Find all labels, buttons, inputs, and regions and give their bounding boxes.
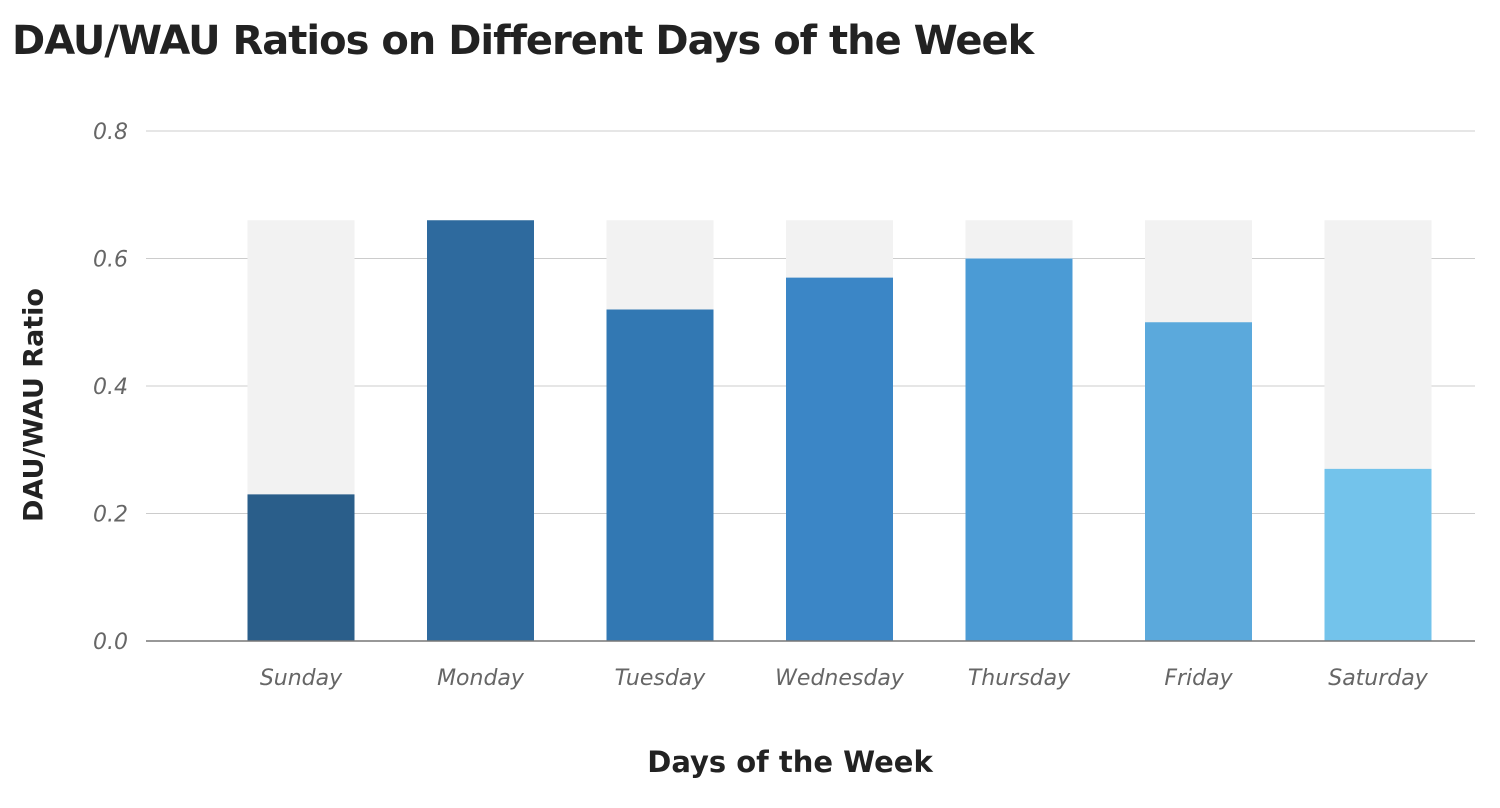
bar-friday	[1145, 322, 1252, 641]
x-tick-label: Monday	[437, 666, 525, 691]
x-tick-label: Tuesday	[615, 666, 707, 691]
x-tick-label: Thursday	[968, 666, 1071, 691]
y-tick-label: 0.8	[93, 120, 128, 145]
x-axis-label: Days of the Week	[647, 745, 933, 779]
x-tick-label: Saturday	[1328, 666, 1429, 691]
bar-sunday	[247, 494, 355, 641]
bar-tuesday	[606, 309, 714, 641]
x-tick-label: Wednesday	[775, 666, 905, 691]
y-tick-label: 0.2	[93, 503, 128, 528]
y-tick-label: 0.4	[93, 375, 128, 400]
bar-saturday	[1324, 468, 1432, 641]
chart-title: DAU/WAU Ratios on Different Days of the …	[12, 18, 1034, 64]
y-tick-label: 0.6	[93, 248, 128, 273]
bar-wednesday	[786, 277, 893, 641]
y-tick-label: 0.0	[93, 630, 128, 655]
bar-thursday	[965, 258, 1073, 641]
bar-monday	[427, 220, 534, 641]
x-tick-label: Friday	[1164, 666, 1233, 691]
x-tick-label: Sunday	[260, 666, 343, 691]
